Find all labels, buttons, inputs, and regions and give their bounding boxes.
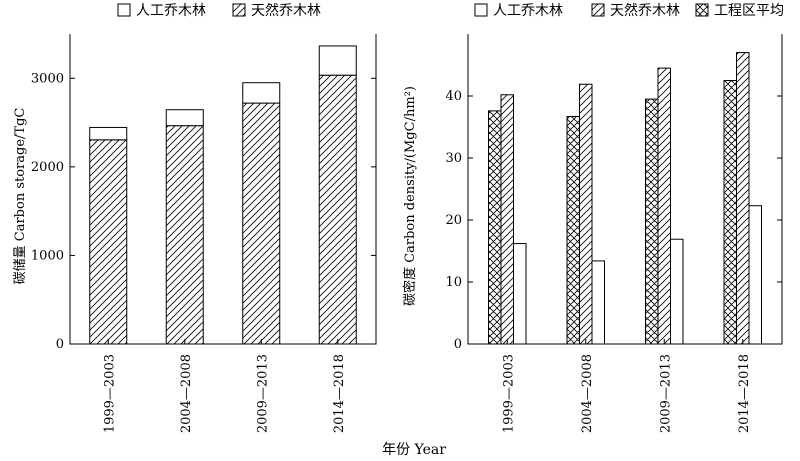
legend-swatch	[591, 3, 605, 17]
x-axis-caption: 年份 Year	[382, 442, 446, 458]
legend-label: 工程区平均	[714, 3, 784, 19]
legend-label: 天然乔木林	[610, 2, 680, 19]
legend-label: 人工乔木林	[136, 3, 206, 19]
x-tick-label: 2014—2018	[737, 354, 752, 433]
y-tick-label: 1000	[31, 248, 64, 263]
y-tick-label: 30	[445, 151, 462, 166]
y-tick-label: 0	[454, 337, 462, 352]
x-axis-ticks-left: 1999—2003 2004—2008 2009—2013 2014—2018	[102, 339, 347, 433]
bar-segment	[165, 109, 204, 127]
y-axis-ticks-left: 0 1000 2000 3000	[31, 71, 376, 352]
y-axis-ticks-right: 0 10 20 30 40	[445, 89, 782, 352]
x-tick-label: 2009—2013	[658, 354, 673, 433]
y-tick-label: 0	[56, 337, 64, 352]
bar	[500, 94, 514, 345]
x-tick-label: 2004—2008	[580, 354, 595, 433]
bar-segment	[89, 139, 128, 345]
x-tick-label: 1999—2003	[102, 354, 117, 433]
bar	[723, 80, 737, 345]
legend-swatch	[232, 3, 246, 17]
carbon-storage-chart: 人工乔木林 天然乔木林 碳储量 Carbon storage/TgC 0 1000 2…	[13, 2, 377, 433]
bar	[488, 110, 502, 345]
bar	[579, 83, 593, 345]
legend-right: 人工乔木林 天然乔木林 工程区平均	[474, 2, 784, 19]
bar-segment	[242, 102, 281, 345]
legend-label: 天然乔木林	[251, 2, 321, 19]
bar	[513, 243, 527, 345]
bar	[736, 52, 750, 345]
legend-left: 人工乔木林 天然乔木林	[117, 2, 321, 19]
legend-swatch	[474, 3, 488, 17]
bar-segment	[242, 82, 281, 104]
y-axis-label-right: 碳密度 Carbon density/(MgC/hm²)	[402, 86, 418, 306]
y-tick-label: 40	[445, 89, 462, 104]
y-axis-label-left: 碳储量 Carbon storage/TgC	[13, 108, 28, 285]
bar-segment	[318, 74, 357, 345]
bar	[645, 98, 659, 345]
x-axis-ticks-right: 1999—2003 2004—2008 2009—2013 2014—2018	[501, 339, 752, 433]
bars-right	[488, 52, 762, 345]
y-tick-label: 10	[445, 275, 462, 290]
axes-frame-right	[467, 34, 783, 345]
legend-swatch	[117, 3, 131, 17]
carbon-density-chart: 人工乔木林 天然乔木林 工程区平均 碳密度 Carbon density/(MgC/…	[402, 2, 784, 433]
bar	[670, 238, 684, 345]
bar	[591, 260, 605, 345]
bar-segment	[165, 125, 204, 345]
y-tick-label: 3000	[31, 71, 64, 86]
y-tick-label: 2000	[31, 160, 64, 175]
y-tick-label: 20	[445, 213, 462, 228]
x-tick-label: 2004—2008	[179, 354, 194, 433]
axes-frame-left	[69, 34, 377, 345]
bar	[566, 115, 580, 345]
bar-segment	[89, 126, 128, 141]
legend-swatch	[695, 3, 709, 17]
x-tick-label: 1999—2003	[501, 354, 516, 433]
bar-segment	[318, 45, 357, 76]
bar	[657, 67, 671, 345]
x-tick-label: 2009—2013	[255, 354, 270, 433]
legend-label: 人工乔木林	[493, 3, 563, 19]
bars-left	[89, 45, 357, 345]
bar	[748, 205, 762, 345]
x-tick-label: 2014—2018	[332, 354, 347, 433]
